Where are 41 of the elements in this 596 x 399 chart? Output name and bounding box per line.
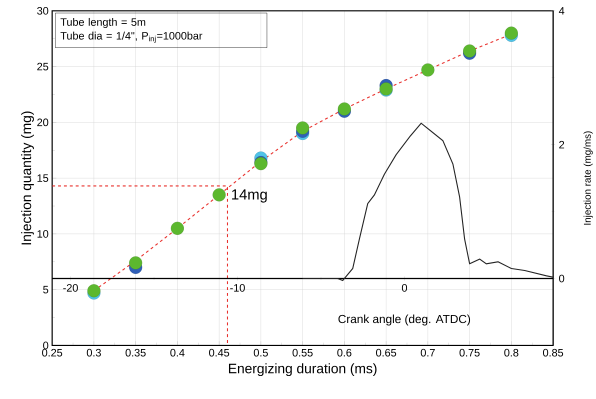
x-tick-label: 0.3	[86, 349, 101, 357]
point	[421, 64, 434, 77]
y-axis-title: Injection rate (mg/ms)	[584, 132, 593, 225]
point	[170, 222, 184, 236]
point	[87, 284, 100, 298]
x-axis-title: Crank angle (deg. ATDC)	[338, 314, 470, 326]
y-tick-label: 2	[559, 141, 564, 149]
y-tick-label: 4	[558, 7, 564, 15]
x-tick-label: 0	[402, 284, 408, 292]
annotation: Tube length = 5m	[60, 18, 146, 28]
x-tick-label: -10	[230, 284, 245, 292]
annotation: Tube dia = 1/4", P$_{inj}$=1000bar	[60, 32, 202, 44]
point	[212, 188, 226, 202]
x-tick-label: 0.85	[543, 349, 564, 357]
x-axis-title: Energizing duration (ms)	[228, 363, 377, 376]
x-tick-label: 0.4	[170, 349, 185, 357]
y-tick-label: 20	[37, 118, 48, 126]
point	[504, 26, 518, 40]
y-tick-label: 0	[43, 342, 48, 350]
x-tick-label: 0.55	[292, 349, 313, 357]
x-tick-label: -20	[63, 284, 78, 292]
y-tick-label: 15	[38, 174, 48, 182]
y-tick-label: 0	[559, 274, 564, 283]
x-tick-label: 0.75	[460, 349, 480, 357]
x-tick-label: 0.25	[42, 349, 62, 357]
x-tick-label: 0.45	[209, 349, 230, 357]
point	[296, 122, 310, 135]
y-tick-label: 10	[38, 230, 48, 238]
y-tick-label: 30	[37, 7, 48, 15]
x-tick-label: 0.6	[337, 349, 352, 357]
y-tick-label: 25	[37, 62, 48, 71]
annotation: 14mg	[232, 190, 267, 203]
y-axis-title: Injection quantity (mg)	[21, 112, 34, 245]
point	[129, 256, 142, 270]
line-series	[302, 122, 554, 282]
x-tick-label: 0.5	[254, 349, 268, 357]
y-tick-label: 5	[43, 286, 48, 294]
x-tick-label: 0.35	[126, 349, 146, 357]
x-tick-label: 0.65	[376, 349, 396, 357]
x-tick-label: 0.8	[504, 349, 518, 357]
x-tick-label: 0.7	[420, 349, 435, 357]
